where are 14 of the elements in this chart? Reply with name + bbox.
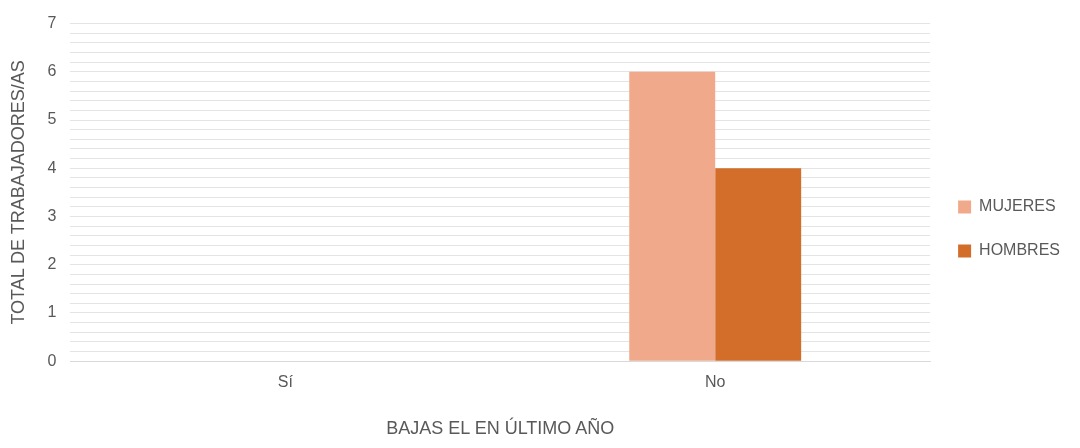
legend-label: HOMBRES <box>979 241 1061 259</box>
y-axis-title: TOTAL DE TRABAJADORES/AS <box>7 60 28 325</box>
x-axis-title: BAJAS EL EN ÚLTIMO AÑO <box>386 417 615 439</box>
x-tick-label: No <box>704 373 726 391</box>
y-tick-label: 7 <box>47 14 57 32</box>
y-tick-label: 6 <box>47 62 57 80</box>
x-tick-label: Sí <box>277 373 294 391</box>
y-tick-label: 1 <box>47 303 57 321</box>
y-tick-label: 4 <box>47 158 57 176</box>
y-tick-label: 3 <box>47 206 57 224</box>
y-tick-label: 5 <box>47 110 57 128</box>
y-tick-label: 2 <box>47 255 57 273</box>
y-tick-label: 0 <box>47 351 57 369</box>
legend-label: MUJERES <box>979 197 1056 215</box>
